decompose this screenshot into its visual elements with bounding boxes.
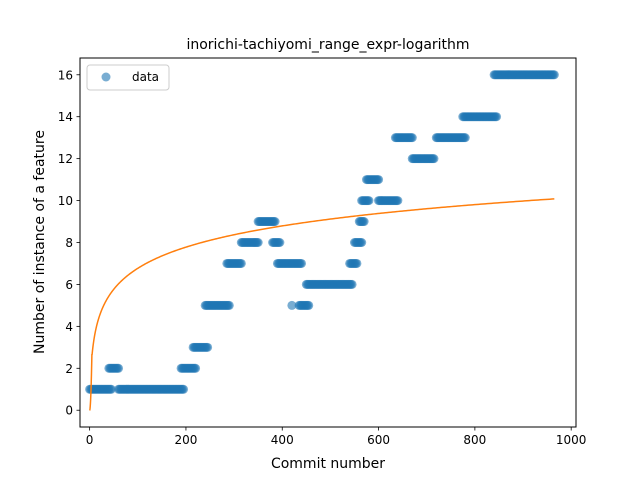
- data-point: [357, 238, 367, 247]
- data-point: [236, 258, 246, 268]
- chart-title: inorichi-tachiyomi_range_expr-logarithm: [186, 37, 469, 53]
- data-point: [407, 133, 417, 143]
- fit-curve: [89, 198, 555, 411]
- y-tick-label: 4: [65, 320, 73, 334]
- y-tick-label: 6: [65, 278, 73, 292]
- legend-label-data: data: [132, 70, 159, 84]
- plot-data: [85, 70, 559, 411]
- data-point: [203, 342, 213, 352]
- data-point: [429, 154, 439, 164]
- y-tick-label: 16: [58, 68, 73, 82]
- y-tick-label: 2: [65, 362, 73, 376]
- data-point: [191, 363, 201, 373]
- x-axis-label: Commit number: [271, 456, 385, 472]
- y-tick-label: 12: [58, 152, 73, 166]
- legend-marker-data: [101, 72, 111, 82]
- y-tick-label: 10: [58, 194, 73, 208]
- data-point: [106, 384, 116, 394]
- data-point: [179, 384, 189, 394]
- data-point: [374, 175, 384, 185]
- data-point: [114, 363, 124, 373]
- y-tick-label: 14: [58, 110, 73, 124]
- data-point: [359, 217, 369, 227]
- data-point: [297, 258, 307, 268]
- data-point: [287, 300, 297, 310]
- data-point: [347, 279, 357, 289]
- data-point: [270, 217, 280, 227]
- x-tick-label: 600: [367, 433, 390, 447]
- x-tick-label: 0: [86, 433, 94, 447]
- data-point: [275, 238, 285, 247]
- x-tick-label: 200: [174, 433, 197, 447]
- data-point: [393, 196, 403, 206]
- x-tick-label: 1000: [556, 433, 587, 447]
- axis-ticks: 0 200 400 600 800 1000 0 2 4 6 8 10 12 14 16: [58, 68, 587, 447]
- y-tick-label: 0: [65, 404, 73, 418]
- data-point: [549, 70, 559, 80]
- data-point: [224, 300, 234, 310]
- data-point: [492, 112, 502, 122]
- data-point: [304, 300, 314, 310]
- data-point: [364, 196, 374, 206]
- data-point: [253, 238, 263, 247]
- y-axis-label: Number of instance of a feature: [32, 130, 48, 354]
- data-point: [352, 258, 362, 268]
- legend: data: [86, 64, 170, 91]
- x-tick-label: 800: [463, 433, 486, 447]
- legend-box: [86, 64, 170, 91]
- data-point: [460, 133, 470, 143]
- x-tick-label: 400: [271, 433, 294, 447]
- y-tick-label: 8: [65, 236, 73, 250]
